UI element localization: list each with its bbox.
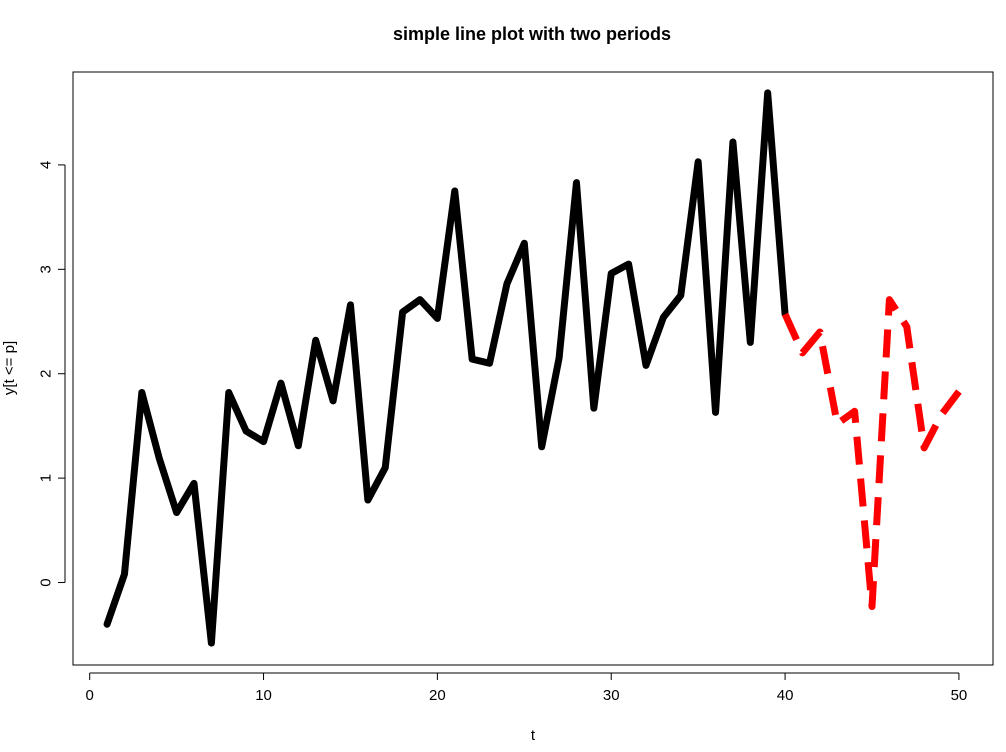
x-axis-title: t — [531, 727, 536, 744]
x-tick-label: 40 — [777, 687, 794, 704]
chart-title: simple line plot with two periods — [393, 24, 671, 44]
y-axis: 0 1 2 3 4 — [38, 161, 66, 587]
y-tick-label: 1 — [38, 474, 55, 482]
y-tick-label: 0 — [38, 578, 55, 586]
y-tick-label: 4 — [38, 161, 55, 169]
x-tick-label: 10 — [255, 687, 272, 704]
x-tick-label: 0 — [86, 687, 94, 704]
y-tick-label: 3 — [38, 265, 55, 273]
series-line-2 — [781, 296, 962, 611]
series-line-1 — [103, 89, 789, 647]
x-axis: 0 10 20 30 40 50 — [86, 672, 968, 704]
x-tick-label: 50 — [951, 687, 968, 704]
y-tick-label: 2 — [38, 370, 55, 378]
x-tick-label: 30 — [603, 687, 620, 704]
plot-frame — [72, 71, 994, 666]
series-layer — [103, 89, 962, 647]
y-axis-title: y[t <= p] — [1, 341, 18, 395]
x-tick-label: 20 — [429, 687, 446, 704]
